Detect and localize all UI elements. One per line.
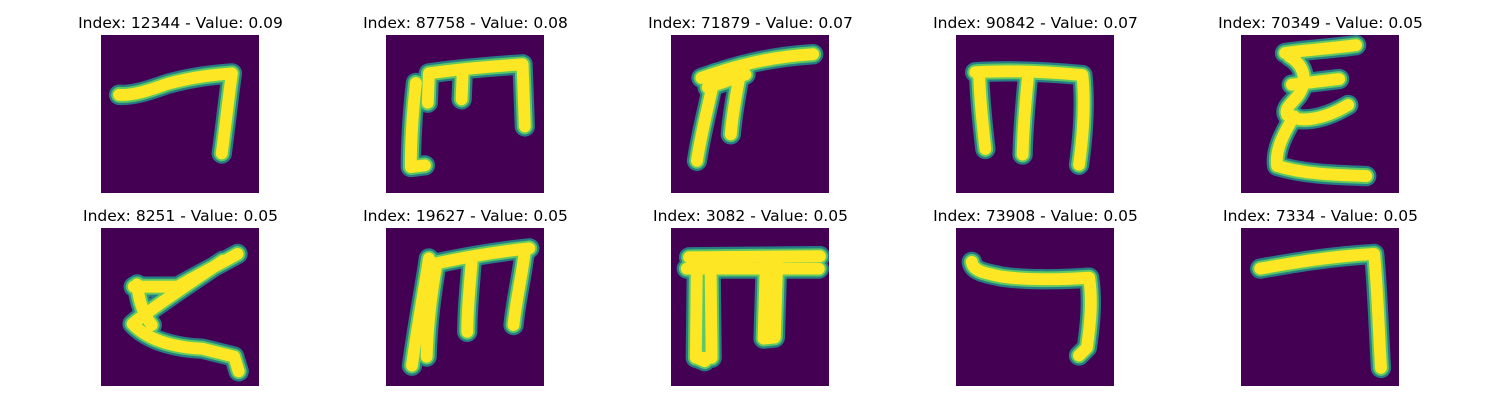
panel-title: Index: 70349 - Value: 0.05 [1178, 12, 1463, 34]
panel-10: Index: 7334 - Value: 0.05 [1178, 205, 1463, 395]
panel-2: Index: 87758 - Value: 0.08 [323, 12, 608, 202]
panel-9: Index: 73908 - Value: 0.05 [893, 205, 1178, 395]
panel-title: Index: 8251 - Value: 0.05 [38, 205, 323, 227]
panel-title: Index: 7334 - Value: 0.05 [1178, 205, 1463, 227]
panel-image [386, 228, 544, 386]
panel-6: Index: 8251 - Value: 0.05 [38, 205, 323, 395]
panel-image [671, 35, 829, 193]
panel-title: Index: 3082 - Value: 0.05 [608, 205, 893, 227]
panel-image [1241, 228, 1399, 386]
panel-image [1241, 35, 1399, 193]
panel-image [671, 228, 829, 386]
panel-image [101, 228, 259, 386]
panel-title: Index: 90842 - Value: 0.07 [893, 12, 1178, 34]
panel-title: Index: 73908 - Value: 0.05 [893, 205, 1178, 227]
panel-image [101, 35, 259, 193]
panel-image [956, 35, 1114, 193]
panel-title: Index: 12344 - Value: 0.09 [38, 12, 323, 34]
panel-image [386, 35, 544, 193]
panel-3: Index: 71879 - Value: 0.07 [608, 12, 893, 202]
panel-title: Index: 19627 - Value: 0.05 [323, 205, 608, 227]
panel-5: Index: 70349 - Value: 0.05 [1178, 12, 1463, 202]
panel-8: Index: 3082 - Value: 0.05 [608, 205, 893, 395]
panel-1: Index: 12344 - Value: 0.09 [38, 12, 323, 202]
panel-image [956, 228, 1114, 386]
panel-title: Index: 71879 - Value: 0.07 [608, 12, 893, 34]
panel-7: Index: 19627 - Value: 0.05 [323, 205, 608, 395]
panel-title: Index: 87758 - Value: 0.08 [323, 12, 608, 34]
panel-4: Index: 90842 - Value: 0.07 [893, 12, 1178, 202]
